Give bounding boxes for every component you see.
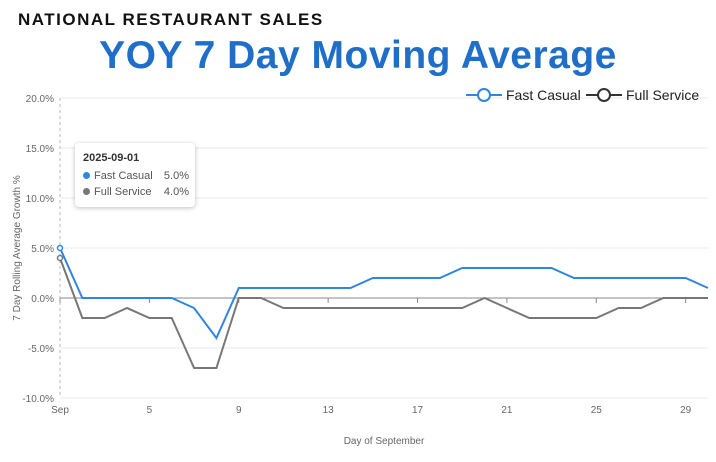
x-axis-label: Day of September	[344, 436, 425, 447]
chart-title: YOY 7 Day Moving Average	[99, 34, 617, 77]
y-tick-label: 0.0%	[31, 294, 54, 305]
x-tick-label: 9	[236, 405, 242, 416]
y-tick-label: 5.0%	[31, 244, 54, 255]
tooltip-series-name: Fast Casual	[94, 170, 153, 182]
data-point	[56, 254, 64, 262]
tooltip-row-full-service: Full Service 4.0%	[83, 186, 189, 198]
series-line-fast-casual	[59, 247, 709, 340]
x-tick-label: 29	[680, 405, 692, 416]
y-tick-label: 15.0%	[26, 144, 54, 155]
tooltip-row-fast-casual: Fast Casual 5.0%	[83, 170, 189, 182]
tooltip-value: 4.0%	[163, 186, 189, 198]
x-tick-label: 17	[412, 405, 424, 416]
series-dot-icon	[83, 172, 90, 179]
tooltip: 2025-09-01 Fast Casual 5.0% Full Service 4…	[75, 143, 195, 207]
supertitle: NATIONAL RESTAURANT SALES	[18, 10, 324, 29]
x-tick-label: 13	[323, 405, 335, 416]
y-tick-label: 10.0%	[26, 194, 54, 205]
legend-item-full-service[interactable]: Full Service	[586, 87, 699, 103]
y-tick-label: 20.0%	[26, 94, 54, 105]
x-tick-label: 21	[501, 405, 513, 416]
tooltip-value: 5.0%	[163, 170, 189, 182]
x-tick-label: 25	[591, 405, 603, 416]
legend-marker-icon	[586, 88, 622, 102]
series-line-full-service	[59, 257, 708, 369]
series-dot-icon	[83, 188, 90, 195]
legend-item-fast-casual[interactable]: Fast Casual	[466, 87, 581, 103]
legend-label: Fast Casual	[506, 87, 581, 103]
legend-label: Full Service	[626, 87, 700, 103]
x-tick-label: 5	[147, 405, 153, 416]
legend-marker-icon	[466, 88, 502, 102]
y-axis-label: 7 Day Rolling Average Growth %	[12, 175, 23, 321]
x-tick-label: Sep	[51, 405, 69, 416]
y-tick-label: -5.0%	[28, 344, 54, 355]
tooltip-date: 2025-09-01	[83, 152, 140, 164]
tooltip-series-name: Full Service	[94, 186, 152, 198]
y-tick-label: -10.0%	[22, 394, 54, 405]
data-point	[56, 244, 64, 252]
